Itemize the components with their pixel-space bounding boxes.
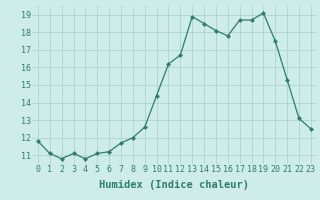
X-axis label: Humidex (Indice chaleur): Humidex (Indice chaleur) (100, 180, 249, 190)
